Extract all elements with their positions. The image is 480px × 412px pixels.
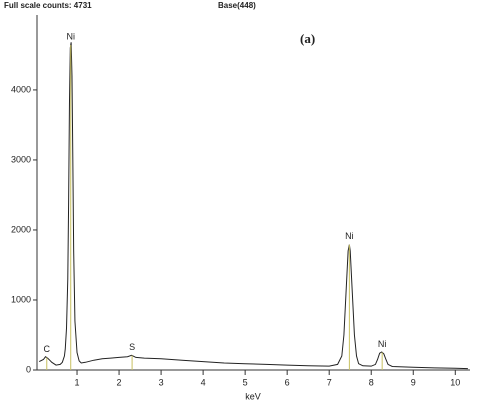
peak-label: Ni <box>66 31 75 41</box>
y-tick-label: 4000 <box>11 84 31 94</box>
y-tick-label: 3000 <box>11 154 31 164</box>
x-tick-label: 3 <box>159 377 164 387</box>
x-tick-label: 2 <box>117 377 122 387</box>
y-tick-label: 2000 <box>11 224 31 234</box>
peak-label: S <box>129 342 135 352</box>
y-tick-label: 1000 <box>11 294 31 304</box>
panel-label: (a) <box>300 31 315 46</box>
subheader: Base(448) <box>218 1 256 10</box>
x-axis-label: keV <box>245 391 261 401</box>
x-tick-label: 10 <box>450 377 460 387</box>
spectrum-line <box>38 42 468 370</box>
y-tick-label: 0 <box>26 364 31 374</box>
peak-label: Ni <box>345 231 354 241</box>
peak-label: C <box>44 344 51 354</box>
x-tick-label: 1 <box>75 377 80 387</box>
x-tick-label: 7 <box>327 377 332 387</box>
header: Full scale counts: 4731 <box>4 1 92 10</box>
peak-label: Ni <box>378 339 387 349</box>
x-tick-label: 6 <box>285 377 290 387</box>
x-tick-label: 4 <box>201 377 206 387</box>
x-tick-label: 8 <box>369 377 374 387</box>
x-tick-label: 9 <box>411 377 416 387</box>
x-tick-label: 5 <box>243 377 248 387</box>
